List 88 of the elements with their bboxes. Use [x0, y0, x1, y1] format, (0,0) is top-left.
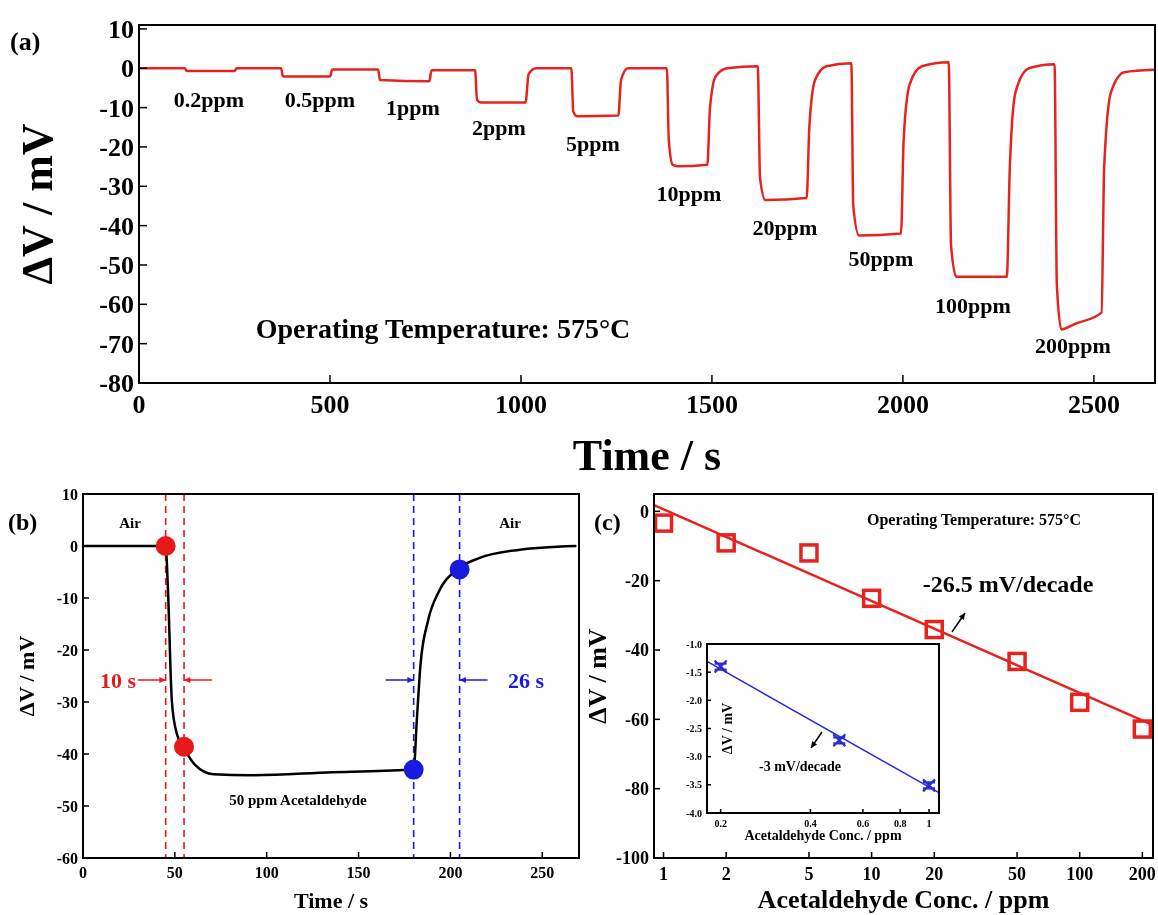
annotation: -26.5 mV/decade: [922, 571, 1094, 598]
y-tick-label: -80: [99, 369, 134, 399]
x-tick-label: 2500: [1067, 390, 1120, 419]
y-tick-label: 0: [70, 537, 78, 555]
x-tick-label: 200: [1128, 864, 1156, 884]
x-tick-label: 1000: [494, 390, 547, 419]
annotation: 0.5ppm: [284, 86, 356, 112]
y-axis-title: ΔV / mV: [583, 628, 612, 724]
x-tick-label: 2: [721, 864, 731, 884]
y-tick-label: -2.5: [686, 723, 702, 734]
annotation: 50ppm: [848, 245, 914, 271]
y-tick-label: -20: [625, 570, 649, 591]
y-tick-label: -40: [56, 745, 78, 763]
y-tick-label: -2.0: [686, 694, 702, 706]
x-tick-label: 1500: [685, 390, 738, 419]
x-tick-label: 10: [862, 864, 881, 884]
x-tick-label: 50: [166, 864, 183, 881]
annotation: Operating Temperature: 575°C: [866, 510, 1082, 529]
y-tick-label: -4.0: [686, 807, 702, 819]
x-axis-title: Acetaldehyde Conc. / ppm: [757, 885, 1050, 914]
annotation: 0.2ppm: [173, 86, 245, 112]
point: [174, 736, 195, 757]
y-tick-label: -30: [99, 172, 134, 202]
annotation: 20ppm: [752, 214, 818, 240]
annotation: 1ppm: [386, 94, 440, 120]
y-axis-title: ΔV / mV: [13, 123, 62, 285]
y-tick-label: -80: [625, 778, 649, 799]
y-tick-label: -60: [99, 290, 134, 320]
x-tick-label: 0.4: [804, 818, 817, 829]
x-tick-label: 0.6: [856, 818, 870, 829]
x-axis-title: Acetaldehyde Conc. / ppm: [744, 828, 902, 843]
annotation: 100ppm: [935, 292, 1011, 318]
y-tick-label: -10: [99, 93, 134, 123]
y-tick-label: -10: [56, 589, 78, 607]
point: [403, 759, 424, 780]
y-tick-label: 0: [121, 54, 134, 84]
x-tick-label: 1: [926, 818, 932, 829]
annotation: 26 s: [507, 667, 545, 693]
annotation: 5ppm: [566, 130, 620, 156]
x-tick-label: 500: [310, 390, 350, 419]
y-tick-label: -1.0: [686, 638, 702, 650]
annotation: Air: [499, 515, 522, 532]
annotation: Operating Temperature: 575°C: [255, 312, 631, 344]
y-tick-label: -100: [616, 848, 649, 869]
annotation: 200ppm: [1035, 332, 1111, 358]
y-tick-label: -20: [99, 133, 134, 163]
y-tick-label: -3.0: [686, 751, 702, 763]
annotation: 10ppm: [656, 180, 722, 206]
x-tick-label: 1: [659, 864, 669, 884]
chart-title: (a): [10, 27, 41, 56]
y-tick-label: 10: [62, 485, 78, 503]
x-tick-label: 0.8: [893, 818, 907, 829]
y-tick-label: -60: [56, 849, 78, 867]
y-tick-label: -20: [56, 641, 78, 659]
text: (b): [8, 509, 38, 535]
y-tick-label: -30: [56, 693, 78, 711]
annotation: 2ppm: [472, 114, 526, 140]
x-tick-label: 100: [254, 864, 279, 881]
x-axis-title: Time / s: [293, 888, 369, 913]
y-tick-label: -3.5: [686, 779, 702, 791]
x-tick-label: 5: [804, 864, 814, 884]
x-tick-label: 20: [925, 864, 944, 884]
y-tick-label: -40: [625, 640, 649, 661]
x-tick-label: 100: [1066, 864, 1094, 884]
y-tick-label: -60: [625, 709, 649, 730]
y-tick-label: -50: [56, 797, 78, 815]
y-tick-label: -1.5: [686, 666, 702, 678]
y-tick-label: 10: [108, 15, 134, 45]
annotation: 50 ppm Acetaldehyde: [229, 792, 368, 809]
y-tick-label: -40: [99, 211, 134, 241]
point: [155, 536, 176, 556]
y-tick-label: -50: [99, 251, 134, 281]
x-tick-label: 150: [346, 864, 371, 881]
point: [449, 559, 470, 580]
x-axis-title: Time / s: [572, 431, 722, 480]
annotation: -3 mV/decade: [758, 758, 842, 774]
text: (c): [594, 509, 621, 535]
x-tick-label: 250: [530, 864, 555, 881]
y-axis-title: ΔV / mV: [14, 635, 39, 717]
y-tick-label: -70: [99, 329, 134, 359]
x-tick-label: 0.2: [714, 818, 727, 829]
annotation: 10 s: [99, 667, 137, 693]
x-tick-label: 200: [438, 864, 463, 881]
x-tick-label: 50: [1008, 864, 1027, 884]
annotation: Air: [119, 515, 142, 532]
y-tick-label: 0: [640, 501, 649, 522]
x-tick-label: 2000: [876, 390, 929, 419]
y-axis-title: ΔV / mV: [720, 702, 735, 755]
